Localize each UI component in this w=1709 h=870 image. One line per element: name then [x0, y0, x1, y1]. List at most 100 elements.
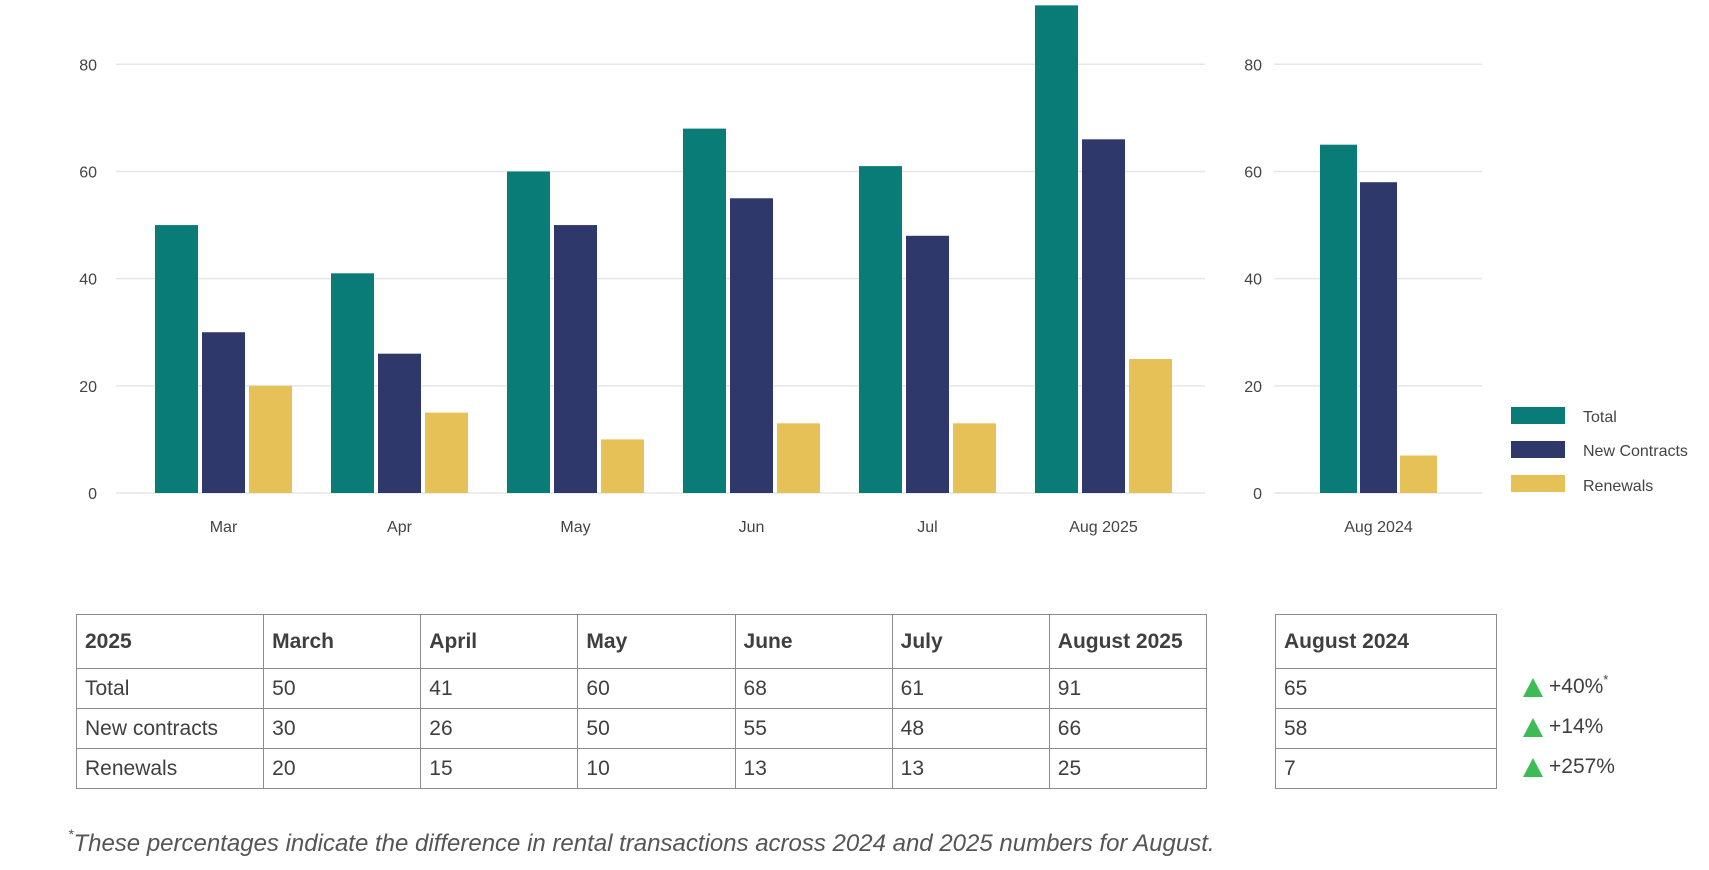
bar-total-mar [155, 225, 198, 493]
table-cell: 91 [1048, 668, 1208, 709]
bar-new-contracts-aug-2025 [1082, 139, 1125, 493]
table-2025: 2025 March April May June July August 20… [75, 614, 1208, 789]
table-cell: 41 [420, 668, 579, 709]
x-tick-label: Jun [739, 519, 765, 536]
x-tick-label: Aug 2024 [1344, 519, 1413, 536]
change-value: +257% [1549, 755, 1615, 778]
table-cell: 68 [734, 668, 893, 709]
table-header-may: May [577, 614, 736, 669]
table-row-total: 65 [1275, 668, 1497, 709]
table-cell: 66 [1048, 708, 1208, 749]
bar-new-contracts-may [554, 225, 597, 493]
chart-aug-2024: 0 20 40 60 80 Aug 2024 [1244, 57, 1482, 536]
legend-swatch-total [1511, 407, 1565, 424]
table-header-row: 2025 March April May June July August 20… [75, 614, 1208, 669]
footnote: *These percentages indicate the differen… [68, 826, 1215, 858]
y-tick-label: 0 [1253, 486, 1262, 503]
table-row-total: Total 50 41 60 68 61 91 [75, 668, 1208, 709]
bar-new-contracts-apr [378, 353, 421, 493]
table-header-july: July [891, 614, 1050, 669]
table-cell: 65 [1275, 668, 1497, 709]
table-header-row: August 2024 [1275, 614, 1497, 669]
bar-renewals-jul [953, 423, 996, 493]
table-cell: 26 [420, 708, 579, 749]
bar-renewals-apr [425, 412, 468, 493]
x-tick-label: May [560, 519, 590, 536]
table-cell: 50 [577, 708, 736, 749]
table-2024: August 2024 65 58 7 [1275, 614, 1497, 789]
up-arrow-icon [1523, 677, 1543, 697]
x-tick-label: Apr [387, 519, 413, 536]
change-row-total: +40% * [1523, 667, 1615, 707]
table-header-august-2025: August 2025 [1048, 614, 1208, 669]
up-arrow-icon [1523, 757, 1543, 777]
table-row-new-contracts: 58 [1275, 708, 1497, 749]
bar-new-contracts-jun [730, 198, 773, 494]
bar-renewals-mar [249, 385, 292, 493]
legend-swatch-new-contracts [1511, 441, 1565, 458]
bar-total-aug-2024 [1320, 144, 1357, 493]
legend-swatch-renewals [1511, 475, 1565, 492]
bar-charts: 0 20 40 60 80 Mar Apr May Jun Jul Aug 2025 0 20 40 60… [79, 5, 1688, 536]
bar-total-apr [331, 273, 374, 493]
bar-renewals-jun [777, 423, 820, 493]
footnote-text: These percentages indicate the differenc… [73, 830, 1215, 857]
y-tick-label: 60 [79, 164, 97, 181]
bar-new-contracts-jul [906, 235, 949, 494]
footnote-mark: * [68, 826, 74, 842]
y-tick-label: 40 [1244, 272, 1262, 289]
bar-renewals-may [601, 439, 644, 493]
table-header-april: April [420, 614, 579, 669]
bar-renewals-aug-2025 [1129, 359, 1172, 493]
table-row-label: Renewals [75, 748, 265, 789]
bar-total-may [507, 171, 550, 493]
x-tick-label: Jul [917, 519, 937, 536]
change-row-renewals: +257% [1523, 747, 1615, 787]
y-tick-label: 20 [1244, 379, 1262, 396]
bar-renewals-aug-2024 [1400, 455, 1437, 493]
table-row-renewals: 7 [1275, 748, 1497, 789]
y-tick-label: 20 [79, 379, 97, 396]
table-header-june: June [734, 614, 893, 669]
table-header-year: 2025 [75, 614, 265, 669]
yoy-change-list: +40% * +14% +257% [1523, 667, 1615, 787]
legend-label-new-contracts: New Contracts [1583, 443, 1688, 460]
table-cell: 10 [577, 748, 736, 789]
table-header-march: March [263, 614, 422, 669]
change-value: +40% [1549, 675, 1604, 698]
bar-total-jun [683, 128, 726, 493]
table-cell: 55 [734, 708, 893, 749]
legend-label-total: Total [1583, 409, 1617, 426]
table-row-label: New contracts [75, 708, 265, 749]
legend-label-renewals: Renewals [1583, 478, 1653, 495]
table-cell: 13 [734, 748, 893, 789]
table-cell: 50 [263, 668, 422, 709]
table-cell: 7 [1275, 748, 1497, 789]
table-cell: 48 [891, 708, 1050, 749]
y-tick-label: 60 [1244, 164, 1262, 181]
bar-total-jul [859, 166, 902, 493]
table-header-august-2024: August 2024 [1275, 614, 1497, 669]
table-cell: 61 [891, 668, 1050, 709]
legend: Total New Contracts Renewals [1511, 407, 1688, 495]
bar-new-contracts-aug-2024 [1360, 182, 1397, 493]
table-row-new-contracts: New contracts 30 26 50 55 48 66 [75, 708, 1208, 749]
y-tick-label: 80 [79, 57, 97, 74]
change-footnote-mark: * [1603, 671, 1609, 687]
table-cell: 20 [263, 748, 422, 789]
y-tick-label: 40 [79, 272, 97, 289]
table-cell: 60 [577, 668, 736, 709]
table-cell: 30 [263, 708, 422, 749]
x-tick-label: Mar [210, 519, 238, 536]
chart-2025: 0 20 40 60 80 Mar Apr May Jun Jul Aug 2025 [79, 5, 1205, 536]
y-tick-label: 0 [88, 486, 97, 503]
y-tick-label: 80 [1244, 57, 1262, 74]
table-row-label: Total [75, 668, 265, 709]
x-tick-label: Aug 2025 [1069, 519, 1138, 536]
table-cell: 15 [420, 748, 579, 789]
table-cell: 13 [891, 748, 1050, 789]
table-cell: 25 [1048, 748, 1208, 789]
bar-total-aug-2025 [1035, 5, 1078, 493]
table-row-renewals: Renewals 20 15 10 13 13 25 [75, 748, 1208, 789]
table-cell: 58 [1275, 708, 1497, 749]
